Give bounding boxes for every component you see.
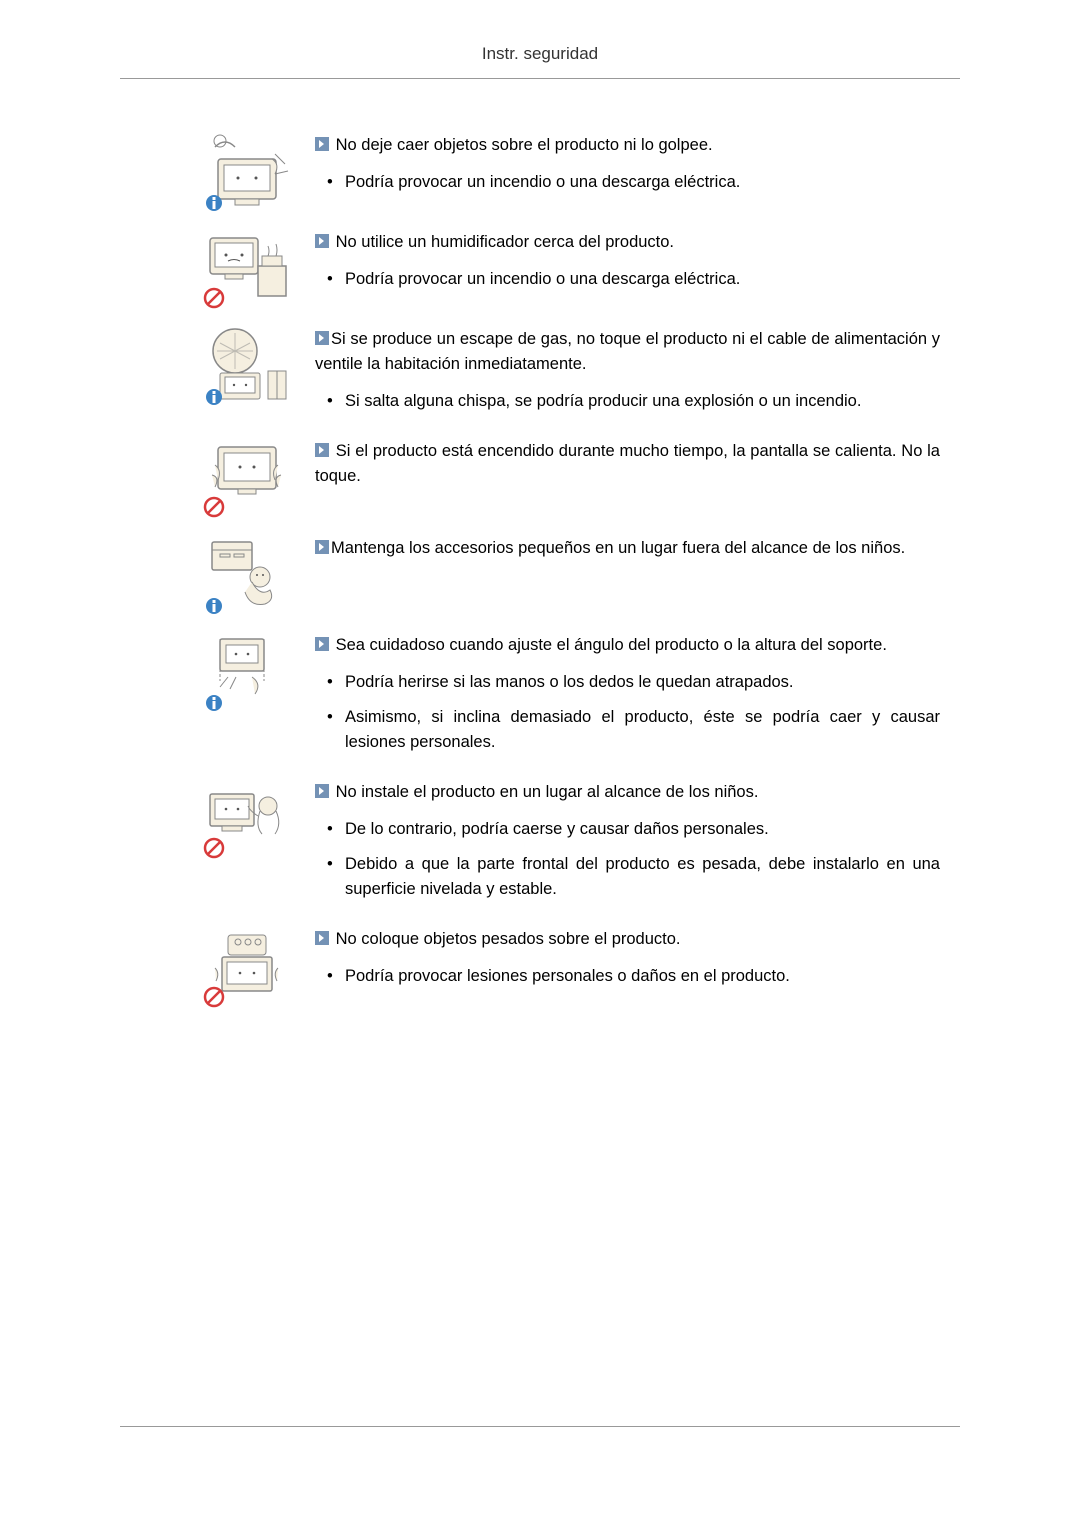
safety-text: No instale el producto en un lugar al al… [315, 776, 940, 911]
item-bullet: Podría provocar lesiones personales o da… [315, 964, 940, 989]
safety-item: No utilice un humidificador cerca del pr… [200, 226, 940, 311]
safety-item: Mantenga los accesorios pequeños en un l… [200, 532, 940, 617]
item-heading: Mantenga los accesorios pequeños en un l… [331, 539, 905, 557]
item-heading: No instale el producto en un lugar al al… [336, 783, 759, 801]
safety-illustration [200, 323, 295, 408]
safety-text: Mantenga los accesorios pequeños en un l… [315, 532, 940, 573]
safety-illustration [200, 776, 295, 861]
item-heading: No coloque objetos pesados sobre el prod… [336, 930, 681, 948]
item-heading: Sea cuidadoso cuando ajuste el ángulo de… [336, 636, 887, 654]
item-bullet: Si salta alguna chispa, se podría produc… [315, 389, 940, 414]
safety-item: Si se produce un escape de gas, no toque… [200, 323, 940, 423]
arrow-icon [315, 931, 329, 945]
item-heading: Si el producto está encendido durante mu… [315, 442, 940, 485]
safety-text: Si el producto está encendido durante mu… [315, 435, 940, 501]
safety-item: No coloque objetos pesados sobre el prod… [200, 923, 940, 1008]
page: Instr. seguridad [0, 0, 1080, 1008]
arrow-icon [315, 443, 329, 457]
item-bullet: Podría herirse si las manos o los dedos … [315, 670, 940, 695]
footer-rule [120, 1426, 960, 1427]
arrow-icon [315, 784, 329, 798]
arrow-icon [315, 637, 329, 651]
safety-item: Si el producto está encendido durante mu… [200, 435, 940, 520]
safety-item: Sea cuidadoso cuando ajuste el ángulo de… [200, 629, 940, 764]
arrow-icon [315, 137, 329, 151]
safety-illustration [200, 923, 295, 1008]
item-bullet: Podría provocar un incendio o una descar… [315, 267, 940, 292]
safety-item: No instale el producto en un lugar al al… [200, 776, 940, 911]
page-header: Instr. seguridad [120, 0, 960, 79]
item-heading: No utilice un humidificador cerca del pr… [336, 233, 674, 251]
item-heading: Si se produce un escape de gas, no toque… [315, 330, 940, 373]
header-title: Instr. seguridad [482, 44, 598, 63]
safety-text: No deje caer objetos sobre el producto n… [315, 129, 940, 205]
safety-text: No utilice un humidificador cerca del pr… [315, 226, 940, 302]
item-bullet: Asimismo, si inclina demasiado el produc… [315, 705, 940, 755]
safety-text: Si se produce un escape de gas, no toque… [315, 323, 940, 423]
safety-illustration [200, 629, 295, 714]
item-heading: No deje caer objetos sobre el producto n… [336, 136, 713, 154]
safety-illustration [200, 435, 295, 520]
item-bullet: Debido a que la parte frontal del produc… [315, 852, 940, 902]
safety-illustration [200, 226, 295, 311]
safety-illustration [200, 129, 295, 214]
arrow-icon [315, 234, 329, 248]
arrow-icon [315, 331, 329, 345]
safety-item: No deje caer objetos sobre el producto n… [200, 129, 940, 214]
item-bullet: Podría provocar un incendio o una descar… [315, 170, 940, 195]
safety-illustration [200, 532, 295, 617]
item-bullet: De lo contrario, podría caerse y causar … [315, 817, 940, 842]
safety-text: No coloque objetos pesados sobre el prod… [315, 923, 940, 999]
content-area: No deje caer objetos sobre el producto n… [120, 129, 960, 1008]
safety-text: Sea cuidadoso cuando ajuste el ángulo de… [315, 629, 940, 764]
arrow-icon [315, 540, 329, 554]
